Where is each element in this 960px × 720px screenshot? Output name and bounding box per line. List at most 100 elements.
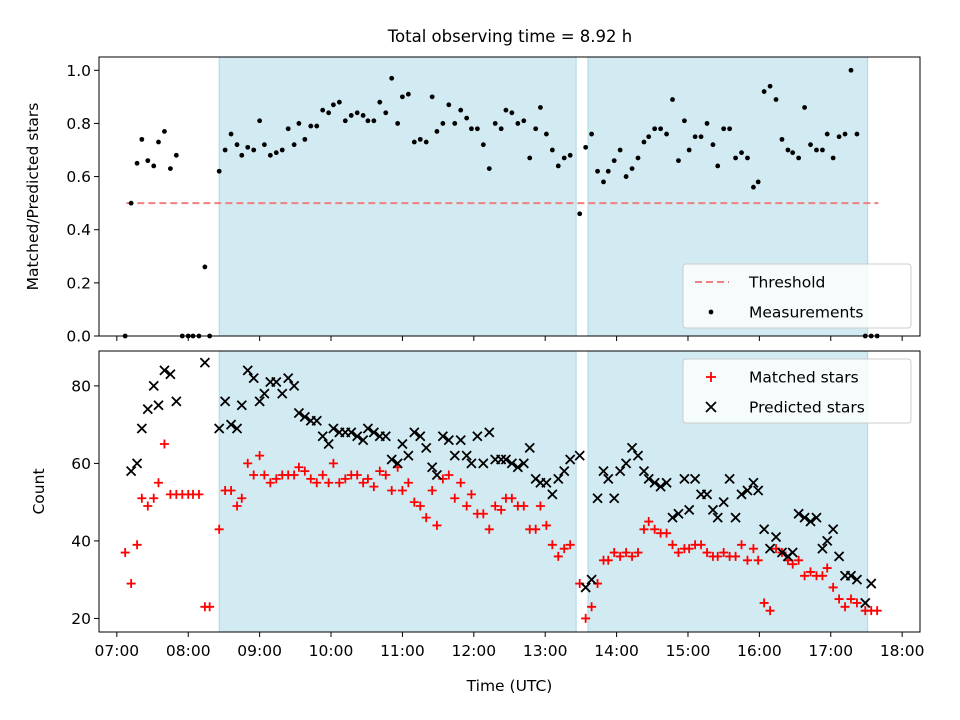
x-tick-label: 09:00: [237, 642, 282, 660]
measurement-point: [267, 152, 273, 158]
x-tick-label: 13:00: [523, 642, 568, 660]
matched-point: [237, 493, 247, 503]
matched-point: [126, 579, 136, 589]
measurement-point: [611, 158, 617, 164]
predicted-point: [718, 497, 729, 508]
legend-label: Matched stars: [749, 369, 859, 387]
predicted-point: [231, 423, 243, 434]
measurement-point: [440, 121, 446, 126]
y-tick-label: 0.2: [66, 274, 91, 292]
predicted-point: [626, 442, 638, 454]
predicted-point: [466, 458, 477, 469]
matched-point: [650, 524, 660, 534]
measurement-point: [745, 155, 750, 161]
measurement-point: [296, 121, 302, 126]
measurement-point: [830, 155, 836, 161]
predicted-point: [598, 466, 609, 477]
matched-point: [432, 520, 442, 530]
predicted-point: [565, 454, 576, 465]
predicted-point: [437, 431, 449, 442]
predicted-point: [580, 582, 591, 593]
measurement-point: [458, 107, 464, 113]
measurement-point: [808, 142, 813, 148]
measurement-point: [824, 131, 830, 137]
measurement-point: [151, 163, 157, 169]
matched-point: [702, 548, 712, 558]
plot-frame: [98, 56, 921, 337]
matched-point: [232, 501, 242, 511]
predicted-point: [758, 524, 770, 535]
measurement-point: [434, 129, 440, 134]
predicted-point: [845, 570, 857, 581]
predicted-point: [358, 435, 369, 446]
matched-point: [375, 466, 385, 476]
matched-point: [427, 486, 437, 496]
measurement-point: [652, 126, 658, 132]
measurement-point: [156, 139, 161, 145]
measurement-point: [423, 139, 429, 145]
measurement-point: [326, 110, 332, 116]
measurement-point: [561, 155, 567, 161]
predicted-point: [724, 473, 735, 485]
matched-point: [639, 524, 649, 534]
x-tick-label: 17:00: [808, 642, 853, 660]
measurement-point: [498, 126, 504, 132]
matched-point: [742, 555, 752, 565]
predicted-point: [603, 473, 614, 485]
predicted-point: [684, 504, 695, 516]
legend: Threshold Measurements: [682, 263, 912, 329]
y-tick-label: 0.4: [66, 221, 91, 239]
predicted-point: [171, 396, 182, 407]
matched-point: [621, 548, 631, 558]
matched-point: [456, 478, 466, 488]
predicted-point: [787, 547, 798, 558]
matched-point: [397, 486, 407, 496]
legend-label: Predicted stars: [749, 399, 865, 417]
matched-point: [673, 548, 683, 558]
matched-point: [149, 493, 159, 503]
legend-box: [682, 358, 912, 424]
measurement-point: [779, 136, 785, 142]
predicted-point: [799, 512, 810, 523]
predicted-point: [472, 431, 483, 442]
predicted-point: [661, 477, 672, 488]
measurement-point: [641, 139, 647, 145]
predicted-point: [283, 372, 294, 384]
matched-point: [409, 497, 419, 507]
measurement-point: [727, 126, 733, 132]
matched-point: [633, 548, 643, 558]
predicted-point: [506, 458, 518, 469]
matched-point: [306, 474, 316, 484]
measurement-point: [698, 134, 704, 140]
matched-point: [719, 548, 729, 558]
matched-point: [159, 439, 169, 449]
predicted-point: [199, 357, 211, 368]
measurement-point: [761, 89, 767, 94]
predicted-point: [817, 543, 828, 554]
matched-point: [587, 602, 597, 612]
predicted-point: [248, 372, 259, 384]
predicted-point: [805, 516, 816, 527]
matched-point: [462, 501, 472, 511]
matched-point: [581, 613, 591, 623]
matched-point: [352, 470, 362, 480]
observing-window-1: [218, 56, 577, 337]
matched-point: [265, 478, 275, 488]
measurement-point: [279, 147, 285, 153]
measurement-point: [567, 152, 573, 158]
measurement-point: [452, 121, 458, 126]
measurement-point: [509, 110, 515, 116]
predicted-point: [352, 431, 363, 442]
predicted-point: [793, 508, 804, 519]
predicted-point: [236, 400, 247, 411]
measurement-point: [273, 150, 279, 156]
measurement-point: [469, 126, 474, 132]
matched-point: [800, 571, 810, 581]
predicted-point: [609, 493, 620, 504]
ratio-panel: 0.0 0.2 0.4 0.6 0.8 1.0 Matched/Predicted star…: [24, 56, 921, 346]
measurement-point: [686, 147, 692, 153]
measurement-point: [251, 147, 257, 153]
matched-point: [255, 451, 265, 461]
matched-point: [340, 474, 350, 484]
